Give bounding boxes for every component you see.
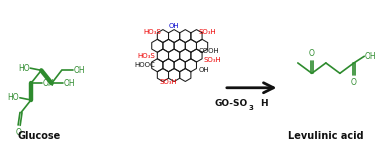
- Text: GO-SO: GO-SO: [215, 99, 248, 108]
- Text: OH: OH: [365, 52, 376, 61]
- Text: O: O: [16, 128, 22, 137]
- Text: HO: HO: [18, 64, 29, 73]
- Text: OH: OH: [43, 79, 54, 88]
- Text: COOH: COOH: [198, 48, 219, 54]
- Text: O: O: [351, 78, 357, 87]
- Text: Levulinic acid: Levulinic acid: [288, 131, 364, 141]
- Text: HO₃S: HO₃S: [138, 53, 155, 59]
- Text: HO₃S: HO₃S: [143, 29, 161, 35]
- Text: 3: 3: [248, 105, 253, 111]
- Text: HO: HO: [8, 93, 19, 102]
- Text: OH: OH: [198, 67, 209, 73]
- Text: SO₃H: SO₃H: [160, 79, 178, 85]
- Text: Glucose: Glucose: [18, 131, 61, 141]
- Text: H: H: [260, 99, 267, 108]
- Text: OH: OH: [73, 66, 85, 75]
- Text: O: O: [309, 49, 315, 59]
- Text: SO₃H: SO₃H: [198, 29, 216, 35]
- Text: OH: OH: [169, 23, 180, 29]
- Text: HOOC: HOOC: [135, 62, 155, 68]
- Text: OH: OH: [64, 79, 75, 88]
- Text: SO₃H: SO₃H: [204, 57, 222, 63]
